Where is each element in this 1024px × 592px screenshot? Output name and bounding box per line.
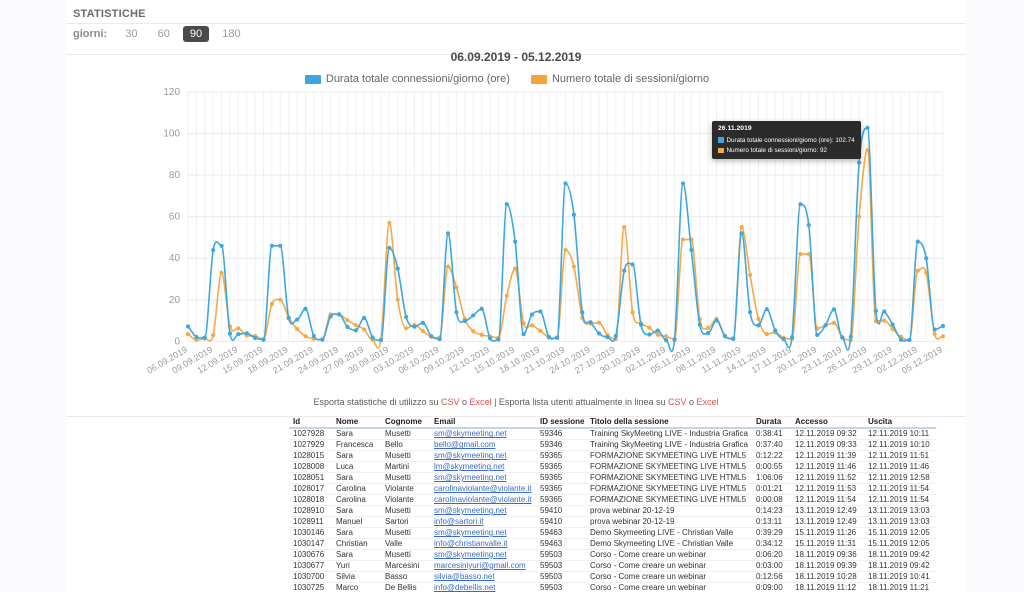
svg-text:20: 20	[169, 294, 181, 305]
svg-text:100: 100	[163, 128, 180, 139]
svg-text:120: 120	[163, 87, 180, 98]
svg-text:60: 60	[169, 211, 181, 222]
svg-text:80: 80	[169, 170, 181, 181]
svg-text:0: 0	[174, 336, 180, 347]
svg-text:40: 40	[169, 253, 181, 264]
